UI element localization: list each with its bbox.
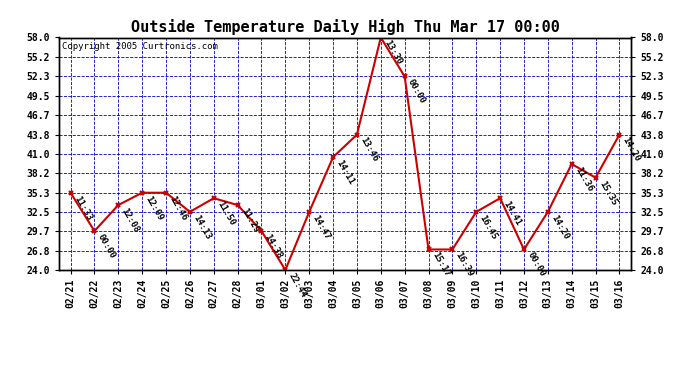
- Text: 14:47: 14:47: [310, 213, 332, 241]
- Text: 00:00: 00:00: [406, 78, 427, 106]
- Title: Outside Temperature Daily High Thu Mar 17 00:00: Outside Temperature Daily High Thu Mar 1…: [130, 19, 560, 35]
- Text: 14:20: 14:20: [549, 213, 571, 241]
- Text: 22:44: 22:44: [287, 272, 308, 299]
- Text: 15:17: 15:17: [430, 251, 451, 279]
- Text: 11:50: 11:50: [215, 200, 237, 227]
- Text: 15:35: 15:35: [597, 179, 618, 207]
- Text: 12:46: 12:46: [168, 194, 188, 222]
- Text: 13:46: 13:46: [358, 136, 380, 164]
- Text: 12:09: 12:09: [144, 194, 165, 222]
- Text: 16:45: 16:45: [477, 213, 499, 241]
- Text: Copyright 2005 Curtronics.com: Copyright 2005 Curtronics.com: [61, 42, 217, 51]
- Text: 14:11: 14:11: [335, 159, 355, 186]
- Text: 14:20: 14:20: [621, 136, 642, 164]
- Text: 14:13: 14:13: [191, 213, 213, 241]
- Text: 11:29: 11:29: [239, 206, 260, 234]
- Text: 14:41: 14:41: [502, 200, 523, 227]
- Text: 11:36: 11:36: [573, 165, 594, 193]
- Text: 13:30: 13:30: [382, 39, 404, 67]
- Text: 11:33: 11:33: [72, 194, 93, 222]
- Text: 16:39: 16:39: [454, 251, 475, 279]
- Text: 12:08: 12:08: [119, 206, 141, 234]
- Text: 00:00: 00:00: [96, 232, 117, 260]
- Text: 14:38: 14:38: [263, 232, 284, 260]
- Text: 00:00: 00:00: [525, 251, 546, 279]
